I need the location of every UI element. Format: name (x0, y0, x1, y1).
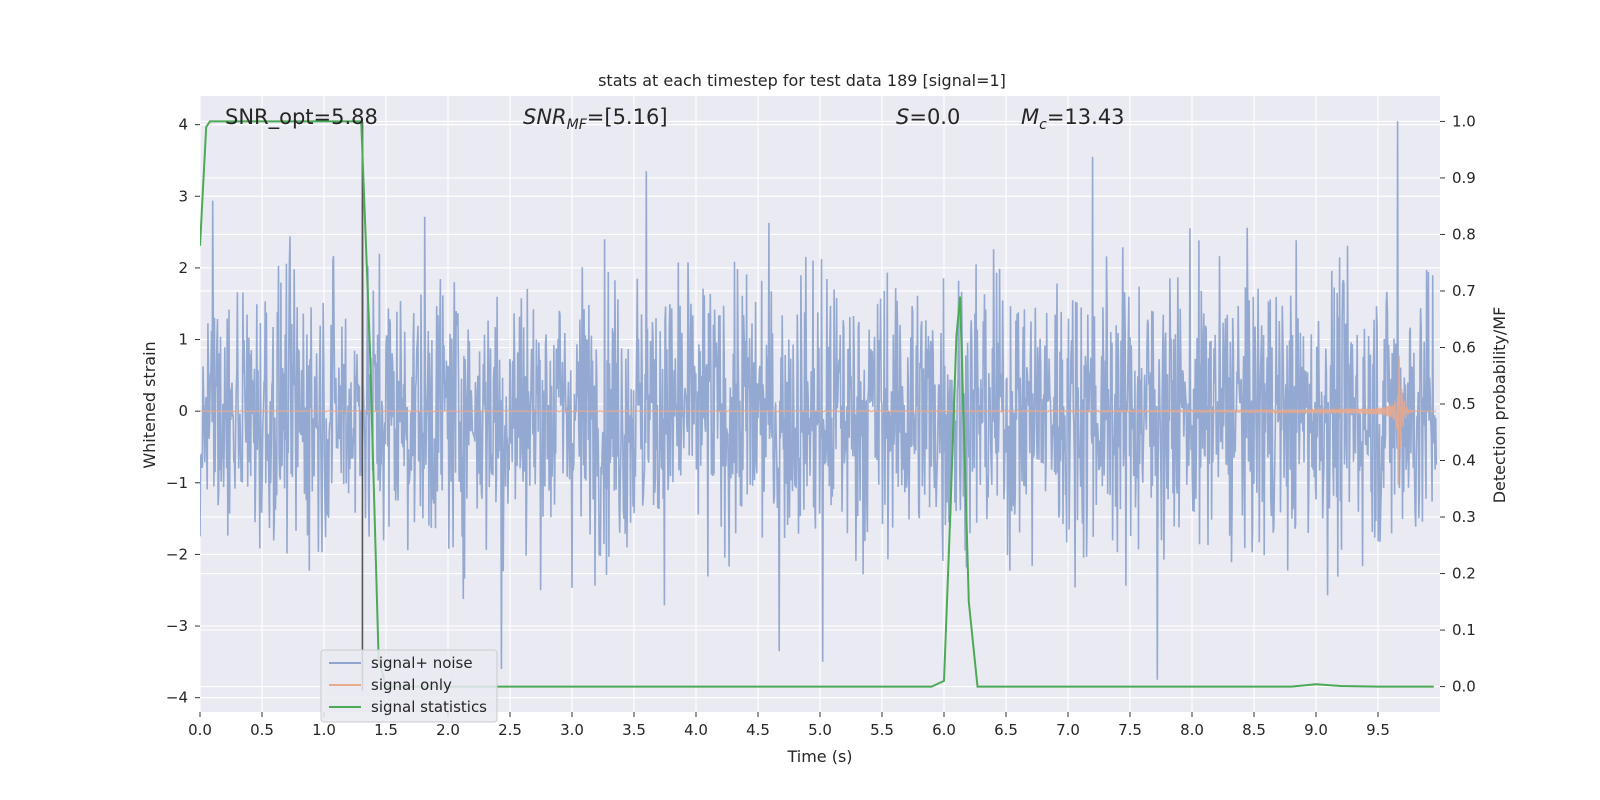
tick-x-label-5: 2.5 (498, 721, 522, 739)
tick-x-label-12: 6.0 (932, 721, 956, 739)
y-axis-right-label: Detection probability/MF (1490, 307, 1509, 504)
x-axis-label: Time (s) (786, 747, 852, 766)
tick-y-right-label-8: 0.2 (1452, 565, 1476, 583)
tick-x-label-9: 4.5 (746, 721, 770, 739)
tick-y-label-5: −1 (166, 474, 188, 492)
tick-x-label-16: 8.0 (1180, 721, 1204, 739)
tick-x-label-7: 3.5 (622, 721, 646, 739)
annotation-snr-mf-sub: MF (567, 117, 588, 133)
annotation-snr-mf: SNRMF=[5.16] (523, 105, 668, 133)
tick-x-label-17: 8.5 (1242, 721, 1266, 739)
tick-x-label-4: 2.0 (436, 721, 460, 739)
annotation-snr-opt: SNR_opt=5.88 (225, 105, 378, 130)
tick-x-label-19: 9.5 (1366, 721, 1390, 739)
annotation-mc-sub: c (1039, 117, 1047, 133)
tick-labels: 0.0 0.5 1.0 1.5 2.0 2.5 3.0 3.5 4.0 4.5 5.0 5.5 6.0 6… (166, 112, 1476, 739)
annotation-mc-main: M (1021, 105, 1039, 129)
tick-x-label-13: 6.5 (994, 721, 1018, 739)
annotation-s-rest: =0.0 (909, 105, 960, 129)
tick-y-label-2: 2 (178, 259, 188, 277)
tick-y-right-label-10: 0.0 (1452, 678, 1476, 696)
tick-y-label-0: 4 (178, 116, 188, 134)
tick-x-label-11: 5.5 (870, 721, 894, 739)
annotation-snr-mf-main: SNR (523, 105, 567, 129)
tick-x-label-3: 1.5 (374, 721, 398, 739)
tick-y-label-4: 0 (178, 402, 188, 420)
series-signal-only (200, 355, 1437, 485)
tick-y-right-label-5: 0.5 (1452, 395, 1476, 413)
annotation-mc: Mc=13.43 (1021, 105, 1125, 133)
chart-title: stats at each timestep for test data 189… (598, 71, 1006, 90)
tick-x-label-6: 3.0 (560, 721, 584, 739)
tick-y-label-1: 3 (178, 187, 188, 205)
tick-x-label-10: 5.0 (808, 721, 832, 739)
legend-label-signal-statistics: signal statistics (371, 698, 487, 716)
tick-x-label-1: 0.5 (250, 721, 274, 739)
annotation-mc-rest: =13.43 (1047, 105, 1125, 129)
series-layer (200, 121, 1438, 680)
tick-y-label-6: −2 (166, 545, 188, 563)
y-axis-label: Whitened strain (140, 341, 159, 468)
tick-y-right-label-9: 0.1 (1452, 621, 1476, 639)
tick-y-right-label-6: 0.4 (1452, 452, 1476, 470)
legend-label-signal-only: signal only (371, 676, 452, 694)
tick-x-label-14: 7.0 (1056, 721, 1080, 739)
tick-y-right-label-3: 0.7 (1452, 282, 1476, 300)
green-layer (200, 120, 1434, 688)
tick-x-label-0: 0.0 (188, 721, 212, 739)
series-signal-noise (200, 121, 1438, 680)
legend-box (320, 649, 498, 723)
annotation-s: S=0.0 (896, 105, 960, 129)
tick-x-label-18: 9.0 (1304, 721, 1328, 739)
tick-y-right-label-0: 1.0 (1452, 112, 1476, 130)
tick-y-right-label-7: 0.3 (1452, 508, 1476, 526)
tick-y-label-7: −3 (166, 617, 188, 635)
tick-y-right-label-2: 0.8 (1452, 225, 1476, 243)
legend: signal+ noise signal only signal statist… (320, 649, 498, 723)
tick-x-label-8: 4.0 (684, 721, 708, 739)
series-signal-statistics (200, 120, 1434, 688)
annotation-snr-mf-rest: =[5.16] (587, 105, 668, 129)
tick-y-label-3: 1 (178, 331, 188, 349)
tick-y-label-8: −4 (166, 689, 188, 707)
tick-y-right-label-4: 0.6 (1452, 338, 1476, 356)
legend-label-signal-noise: signal+ noise (371, 654, 473, 672)
tick-x-label-15: 7.5 (1118, 721, 1142, 739)
annotation-s-main: S (896, 105, 909, 129)
tick-y-right-label-1: 0.9 (1452, 169, 1476, 187)
tick-x-label-2: 1.0 (312, 721, 336, 739)
